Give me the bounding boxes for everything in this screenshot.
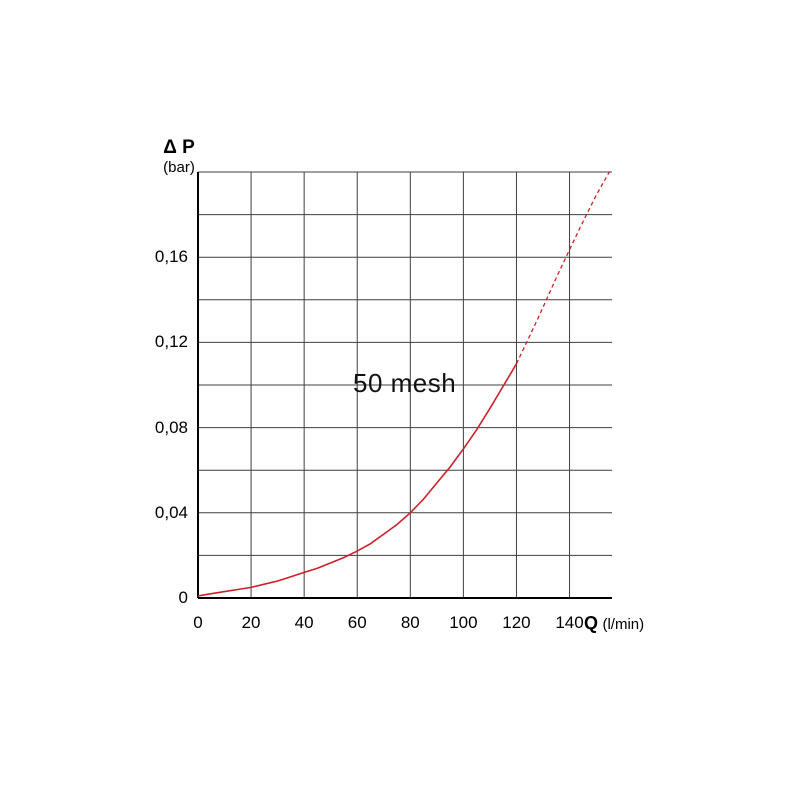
curve-solid [197,363,518,597]
x-tick-label: 0 [193,613,203,632]
y-tick-label: 0,04 [154,502,188,522]
x-tick-label: 120 [502,613,531,632]
x-tick-label: 80 [400,613,420,632]
y-axis-unit: (bar) [163,158,195,176]
y-tick-label: 0,12 [154,332,188,352]
curve-annotation: 50 mesh [353,368,457,398]
plot-area: 50 mesh [197,171,612,599]
curve-dashed [515,171,610,364]
y-tick-label: 0,08 [154,417,188,437]
x-tick-label: 100 [449,613,478,632]
x-axis-label: Q (l/min) [584,613,644,634]
y-axis-label: Δ P (bar) [144,137,214,176]
x-tick-label: 60 [347,613,367,632]
chart-canvas [197,171,612,599]
x-axis-title: Q [584,613,599,633]
x-axis-unit: (l/min) [602,616,645,633]
x-tick-label: 140 [555,613,584,632]
x-tick-label: 20 [241,613,261,632]
y-axis-title: Δ P [163,137,195,158]
x-tick-label: 40 [294,613,314,632]
y-tick-label: 0,16 [154,247,188,267]
y-tick-label: 0 [178,588,188,607]
